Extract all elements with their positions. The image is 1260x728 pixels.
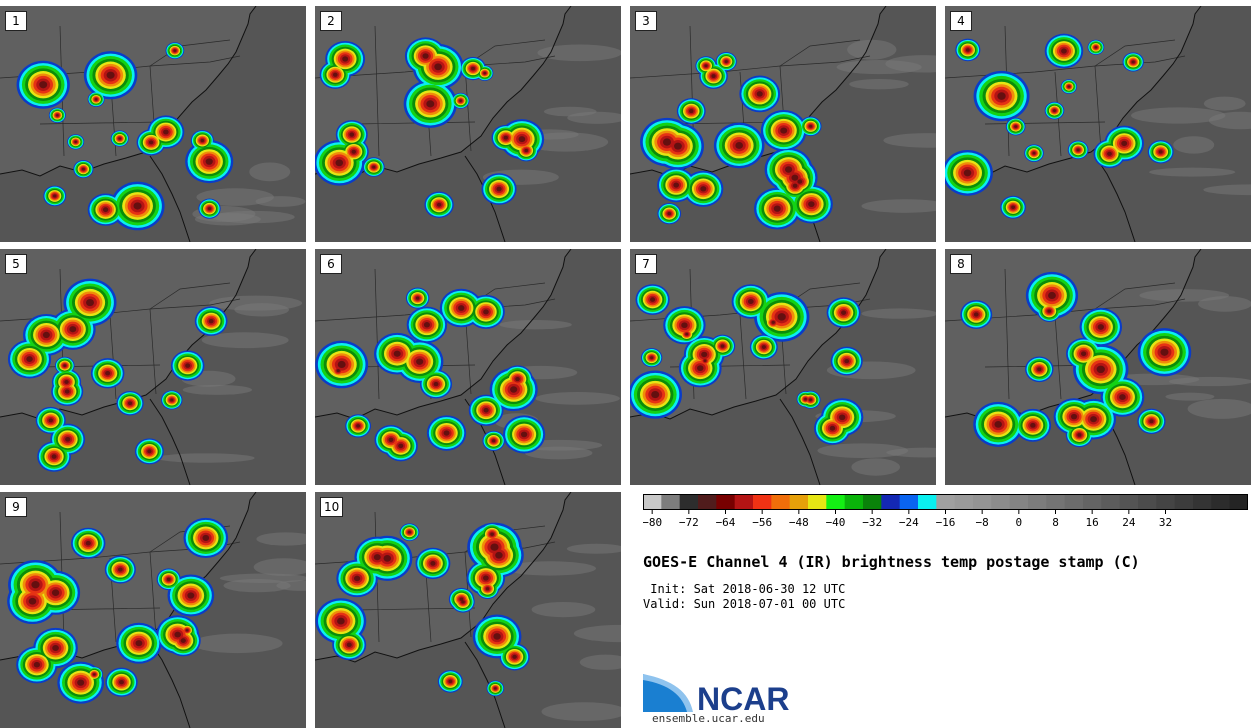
stamp-panel-2: 2 — [315, 6, 621, 242]
colorbar-swatch — [734, 494, 754, 510]
colorbar: −80 −72 −64 −56 −48 −40 −32 −24 −16 −8 0 8 16 24 32 — [643, 494, 1248, 529]
colorbar-swatch — [1174, 494, 1194, 510]
stamp-number: 2 — [320, 11, 342, 31]
stamp-panel-5: 5 — [0, 249, 306, 485]
colorbar-swatch — [918, 494, 937, 510]
colorbar-tick-label: 24 — [1122, 516, 1136, 529]
stamp-number: 7 — [635, 254, 657, 274]
colorbar-swatch — [863, 494, 882, 510]
colorbar-swatch — [1211, 494, 1231, 510]
colorbar-swatch — [679, 494, 699, 510]
satellite-map — [315, 6, 621, 242]
colorbar-tick-label: −16 — [936, 516, 956, 529]
logo-url: ensemble.ucar.edu — [652, 712, 765, 725]
colorbar-swatch — [1193, 494, 1212, 510]
colorbar-swatch — [808, 494, 827, 510]
stamp-panel-10: 10 — [315, 492, 621, 728]
stamp-panel-7: 7 — [630, 249, 936, 485]
colorbar-tick-label: −80 — [643, 516, 662, 529]
colorbar-tick-label: −72 — [679, 516, 699, 529]
stamp-number: 8 — [950, 254, 972, 274]
stamp-number: 9 — [5, 497, 27, 517]
colorbar-swatch — [1119, 494, 1139, 510]
satellite-map — [315, 249, 621, 485]
colorbar-swatch — [881, 494, 901, 510]
stamp-panel-3: 3 — [630, 6, 936, 242]
colorbar-swatch — [789, 494, 809, 510]
colorbar-tick-label: −24 — [899, 516, 919, 529]
stamp-number: 1 — [5, 11, 27, 31]
colorbar-swatch — [1046, 494, 1066, 510]
colorbar-swatch — [954, 494, 974, 510]
stamp-number: 6 — [320, 254, 342, 274]
page-title: GOES-E Channel 4 (IR) brightness temp po… — [643, 553, 1140, 571]
logo-text: NCAR — [697, 681, 789, 714]
stamp-number: 3 — [635, 11, 657, 31]
colorbar-swatch — [698, 494, 717, 510]
colorbar-tick-label: −64 — [716, 516, 736, 529]
colorbar-swatch — [753, 494, 772, 510]
colorbar-swatch — [899, 494, 919, 510]
colorbar-swatch — [936, 494, 956, 510]
colorbar-tick-label: −48 — [789, 516, 809, 529]
colorbar-swatch — [826, 494, 846, 510]
stamp-panel-1: 1 — [0, 6, 306, 242]
colorbar-swatch — [1156, 494, 1176, 510]
stamp-panel-6: 6 — [315, 249, 621, 485]
colorbar-swatch — [661, 494, 681, 510]
colorbar-swatch — [771, 494, 791, 510]
satellite-map — [630, 249, 936, 485]
stamp-panel-4: 4 — [945, 6, 1251, 242]
stamp-number: 5 — [5, 254, 27, 274]
stamp-number: 10 — [320, 497, 344, 517]
stamp-panel-8: 8 — [945, 249, 1251, 485]
valid-time: Valid: Sun 2018-07-01 00 UTC — [643, 597, 846, 611]
colorbar-swatch — [1138, 494, 1157, 510]
colorbar-swatch — [1229, 494, 1248, 510]
colorbar-swatch — [1009, 494, 1029, 510]
colorbar-swatch — [1064, 494, 1084, 510]
colorbar-swatch — [1101, 494, 1121, 510]
satellite-map — [0, 249, 306, 485]
satellite-map — [0, 6, 306, 242]
satellite-map — [630, 6, 936, 242]
colorbar-swatch — [973, 494, 992, 510]
colorbar-swatch — [716, 494, 736, 510]
init-time: Init: Sat 2018-06-30 12 UTC — [643, 582, 846, 596]
colorbar-tick-label: 16 — [1086, 516, 1099, 529]
colorbar-tick-label: 32 — [1159, 516, 1172, 529]
colorbar-tick-label: −32 — [862, 516, 882, 529]
satellite-map — [945, 249, 1251, 485]
colorbar-tick-label: −56 — [752, 516, 772, 529]
colorbar-swatch — [1083, 494, 1102, 510]
colorbar-tick-label: 8 — [1052, 516, 1059, 529]
colorbar-tick-label: 0 — [1016, 516, 1023, 529]
satellite-map — [945, 6, 1251, 242]
colorbar-tick-label: −40 — [826, 516, 846, 529]
satellite-map — [0, 492, 306, 728]
colorbar-swatch — [643, 494, 662, 510]
colorbar-swatch — [844, 494, 864, 510]
colorbar-swatch — [991, 494, 1011, 510]
stamp-number: 4 — [950, 11, 972, 31]
colorbar-tick-label: −8 — [976, 516, 989, 529]
ncar-logo: NCAR — [643, 674, 789, 714]
stamp-panel-9: 9 — [0, 492, 306, 728]
colorbar-swatch — [1028, 494, 1047, 510]
satellite-map — [315, 492, 621, 728]
